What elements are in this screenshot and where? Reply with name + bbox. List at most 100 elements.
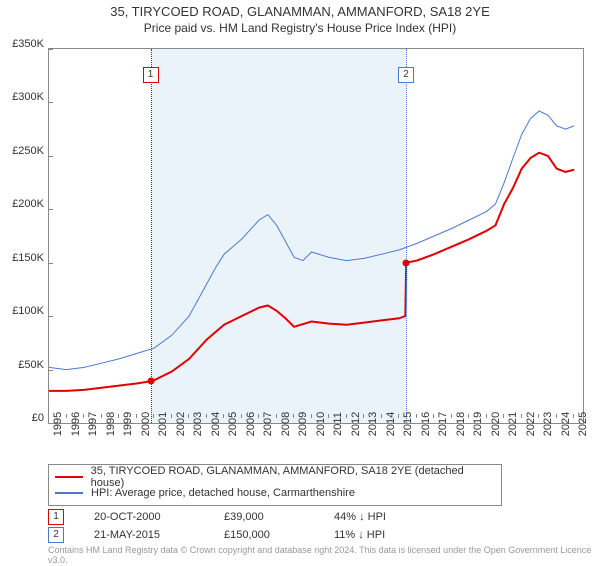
x-axis-tick-label: 2024: [560, 412, 572, 436]
x-axis-tick: [83, 414, 84, 418]
x-axis-tick: [381, 414, 382, 418]
legend-swatch: [55, 476, 83, 478]
reference-marker-box: 2: [48, 527, 64, 543]
x-axis-tick: [503, 414, 504, 418]
y-axis-tick: [49, 102, 53, 103]
x-axis-tick: [48, 414, 49, 418]
x-axis-tick-label: 2007: [262, 412, 274, 436]
x-axis-tick-label: 1998: [105, 412, 117, 436]
x-axis-tick-label: 2006: [245, 412, 257, 436]
y-axis-tick-label: £150K: [12, 252, 44, 264]
y-axis-tick: [49, 209, 53, 210]
x-axis-tick-label: 2009: [297, 412, 309, 436]
x-axis-tick-label: 2008: [280, 412, 292, 436]
x-axis-tick: [241, 414, 242, 418]
x-axis-tick-label: 2019: [472, 412, 484, 436]
reference-row: 120-OCT-2000£39,00044% ↓ HPI: [48, 508, 414, 526]
x-axis-tick-label: 2004: [210, 412, 222, 436]
line-layer: [49, 49, 583, 423]
legend-box: 35, TIRYCOED ROAD, GLANAMMAN, AMMANFORD,…: [48, 464, 502, 506]
reference-marker-box: 1: [48, 509, 64, 525]
x-axis-tick: [293, 414, 294, 418]
x-axis-tick-label: 2017: [437, 412, 449, 436]
y-axis-tick-label: £300K: [12, 91, 44, 103]
x-axis-tick-label: 2014: [385, 412, 397, 436]
y-axis-tick-label: £200K: [12, 198, 44, 210]
x-axis-tick-label: 2023: [542, 412, 554, 436]
x-axis-tick: [451, 414, 452, 418]
x-axis-tick: [468, 414, 469, 418]
x-axis-tick: [521, 414, 522, 418]
x-axis-tick: [118, 414, 119, 418]
x-axis-tick-label: 1995: [52, 412, 64, 436]
y-axis-tick-label: £50K: [18, 359, 44, 371]
plot-area: 12: [48, 48, 584, 424]
marker-label-box: 1: [143, 67, 159, 83]
x-axis-tick: [433, 414, 434, 418]
x-axis-tick-label: 2020: [490, 412, 502, 436]
x-axis-tick: [556, 414, 557, 418]
x-axis-tick-label: 2011: [332, 412, 344, 436]
x-axis-tick-label: 2012: [350, 412, 362, 436]
x-axis-tick-label: 2000: [140, 412, 152, 436]
x-axis-tick: [188, 414, 189, 418]
x-axis-tick: [101, 414, 102, 418]
x-axis-tick: [66, 414, 67, 418]
x-axis-tick-label: 2005: [227, 412, 239, 436]
x-axis-tick-label: 2021: [507, 412, 519, 436]
chart-subtitle: Price paid vs. HM Land Registry's House …: [0, 21, 600, 35]
x-axis-tick: [573, 414, 574, 418]
marker-line: [406, 49, 407, 423]
y-axis-tick-label: £250K: [12, 145, 44, 157]
x-axis-tick: [328, 414, 329, 418]
x-axis-tick: [276, 414, 277, 418]
y-axis-tick-label: £350K: [12, 38, 44, 50]
x-axis-tick: [136, 414, 137, 418]
reference-delta: 11% ↓ HPI: [334, 529, 414, 541]
legend-label: HPI: Average price, detached house, Carm…: [91, 487, 355, 499]
x-axis-tick: [258, 414, 259, 418]
x-axis-tick: [171, 414, 172, 418]
y-axis-tick-label: £0: [32, 412, 44, 424]
x-axis-tick: [416, 414, 417, 418]
y-axis-tick: [49, 49, 53, 50]
x-axis-tick-label: 2015: [402, 412, 414, 436]
x-axis-tick-label: 1996: [70, 412, 82, 436]
x-axis-tick-label: 2013: [367, 412, 379, 436]
x-axis-tick-label: 2025: [577, 412, 589, 436]
x-axis-tick-label: 2002: [175, 412, 187, 436]
x-axis-tick: [363, 414, 364, 418]
x-axis-tick-label: 2016: [420, 412, 432, 436]
x-axis-tick-label: 1997: [87, 412, 99, 436]
marker-line: [151, 49, 152, 423]
x-axis-tick-label: 1999: [122, 412, 134, 436]
x-axis-tick: [223, 414, 224, 418]
attribution-text: Contains HM Land Registry data © Crown c…: [48, 546, 600, 566]
reference-price: £150,000: [224, 529, 304, 541]
reference-date: 21-MAY-2015: [94, 529, 194, 541]
x-axis-tick: [398, 414, 399, 418]
reference-row: 2 21-MAY-2015 £150,000 11% ↓ HPI: [48, 526, 414, 544]
x-axis-tick-label: 2003: [192, 412, 204, 436]
y-axis-tick: [49, 263, 53, 264]
x-axis-tick-label: 2010: [315, 412, 327, 436]
marker-point: [147, 378, 154, 385]
legend-row: 35, TIRYCOED ROAD, GLANAMMAN, AMMANFORD,…: [55, 469, 495, 485]
marker-point: [402, 259, 409, 266]
marker-label-box: 2: [398, 67, 414, 83]
y-axis-tick: [49, 370, 53, 371]
x-axis-tick: [486, 414, 487, 418]
reference-delta: 44% ↓ HPI: [334, 511, 414, 523]
x-axis-tick-label: 2001: [157, 412, 169, 436]
x-axis-tick-label: 2018: [455, 412, 467, 436]
x-axis-tick-label: 2022: [525, 412, 537, 436]
x-axis-tick: [206, 414, 207, 418]
reference-rows: 120-OCT-2000£39,00044% ↓ HPI221-MAY-2015…: [48, 508, 414, 544]
x-axis-tick: [538, 414, 539, 418]
reference-date: 20-OCT-2000: [94, 511, 194, 523]
legend-label: 35, TIRYCOED ROAD, GLANAMMAN, AMMANFORD,…: [91, 465, 495, 489]
series-line: [49, 153, 574, 391]
series-line: [49, 111, 574, 370]
chart-container: 35, TIRYCOED ROAD, GLANAMMAN, AMMANFORD,…: [0, 4, 600, 564]
y-axis-tick: [49, 316, 53, 317]
